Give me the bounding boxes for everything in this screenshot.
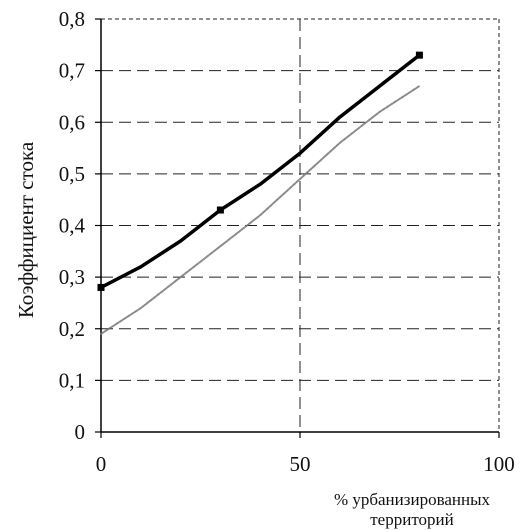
x-axis-tick-labels: 0 50 100 bbox=[96, 452, 515, 476]
y-tick-label-8: 0,8 bbox=[59, 7, 85, 31]
series-0-marker-0 bbox=[97, 283, 105, 291]
x-axis-title-line-1: % урбанизированных bbox=[334, 490, 491, 509]
y-tick-label-7: 0,7 bbox=[59, 59, 85, 83]
y-tick-label-2: 0,2 bbox=[59, 317, 85, 341]
y-tick-label-3: 0,3 bbox=[59, 265, 85, 289]
y-tick-label-6: 0,6 bbox=[59, 110, 85, 134]
x-tick-label-0: 0 bbox=[96, 452, 107, 476]
y-tick-label-4: 0,4 bbox=[59, 214, 86, 238]
data-series bbox=[97, 51, 423, 335]
y-axis-tick-labels: 0 0,1 0,2 0,3 0,4 0,5 0,6 0,7 0,8 bbox=[59, 7, 86, 444]
y-tick-label-5: 0,5 bbox=[59, 162, 85, 186]
plot-area bbox=[95, 18, 500, 438]
series-line-1 bbox=[100, 85, 421, 335]
grid-lines bbox=[101, 19, 499, 432]
x-axis-title-line-2: территорий bbox=[370, 510, 453, 529]
y-tick-label-1: 0,1 bbox=[59, 368, 85, 392]
series-0-marker-9 bbox=[415, 51, 423, 59]
series-0-marker-4 bbox=[216, 206, 224, 214]
series-line-0 bbox=[99, 53, 422, 290]
y-tick-label-0: 0 bbox=[75, 420, 86, 444]
x-tick-label-1: 50 bbox=[290, 452, 311, 476]
x-tick-label-2: 100 bbox=[483, 452, 515, 476]
y-axis-title: Коэффициент стока bbox=[14, 141, 38, 318]
